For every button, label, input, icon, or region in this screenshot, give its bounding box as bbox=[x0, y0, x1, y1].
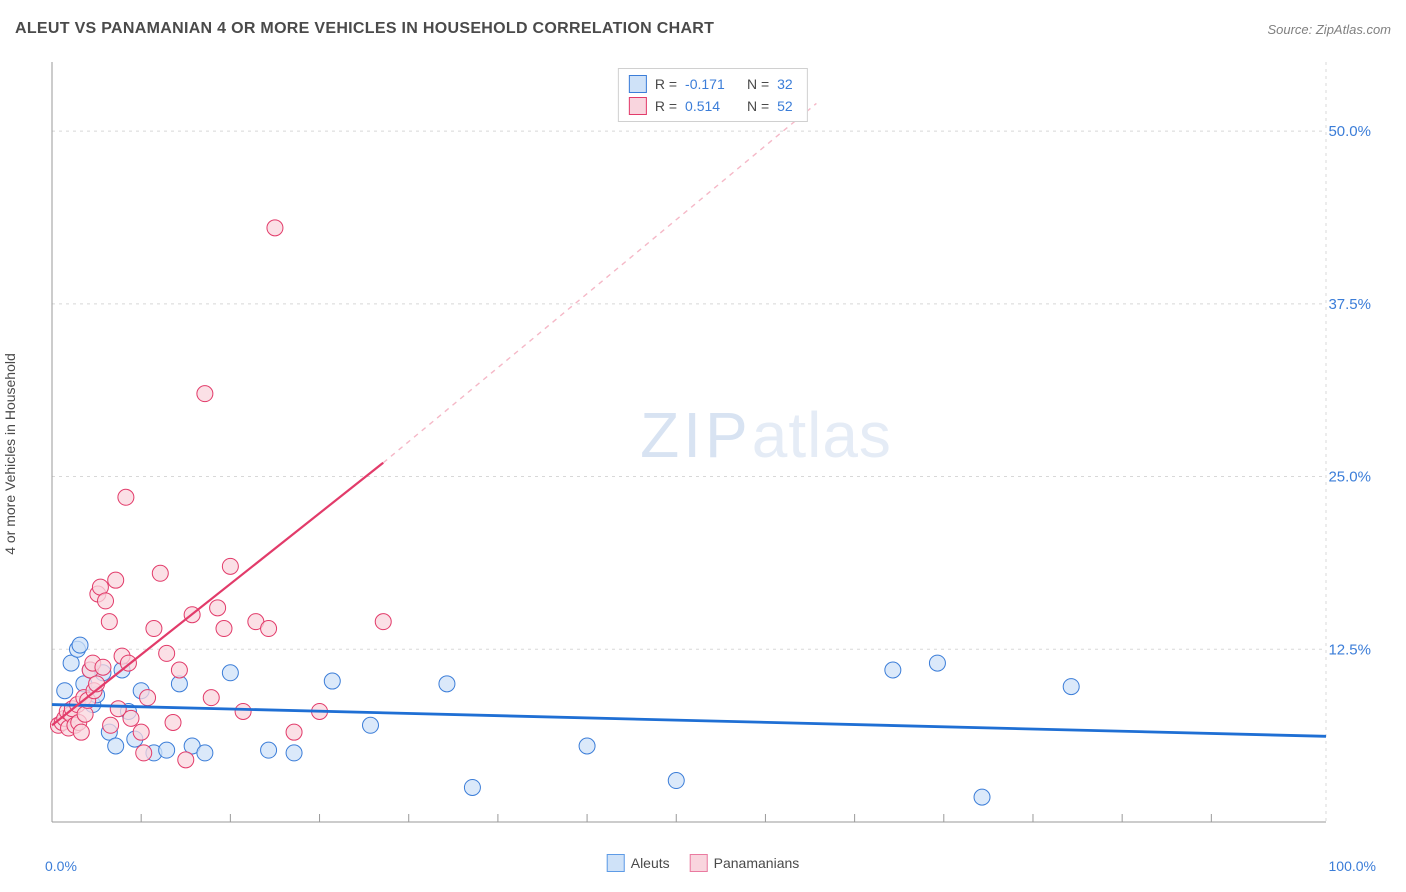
x-tick-max: 100.0% bbox=[1329, 858, 1376, 874]
n-label: N = bbox=[743, 98, 769, 114]
stats-legend: R = -0.171 N = 32 R = 0.514 N = 52 bbox=[618, 68, 808, 122]
r-label: R = bbox=[655, 76, 677, 92]
legend-item: Panamanians bbox=[690, 854, 800, 872]
legend-item: Aleuts bbox=[607, 854, 670, 872]
r-label: R = bbox=[655, 98, 677, 114]
series-legend: Aleuts Panamanians bbox=[607, 854, 800, 872]
series-swatch bbox=[629, 97, 647, 115]
chart-title: ALEUT VS PANAMANIAN 4 OR MORE VEHICLES I… bbox=[15, 20, 714, 38]
n-label: N = bbox=[743, 76, 769, 92]
stats-row: R = -0.171 N = 32 bbox=[629, 73, 797, 95]
series-swatch bbox=[629, 75, 647, 93]
legend-label: Panamanians bbox=[714, 855, 800, 871]
chart-area: ZIPatlas 12.5%25.0%37.5%50.0% R = -0.171… bbox=[50, 60, 1376, 842]
r-value: -0.171 bbox=[685, 76, 735, 92]
svg-text:50.0%: 50.0% bbox=[1328, 123, 1371, 140]
stats-row: R = 0.514 N = 52 bbox=[629, 95, 797, 117]
n-value: 32 bbox=[777, 76, 797, 92]
legend-swatch bbox=[690, 854, 708, 872]
x-tick-min: 0.0% bbox=[45, 858, 77, 874]
legend-label: Aleuts bbox=[631, 855, 670, 871]
svg-text:37.5%: 37.5% bbox=[1328, 296, 1371, 313]
svg-text:12.5%: 12.5% bbox=[1328, 641, 1371, 658]
scatter-plot: 12.5% 25.0% 37.5% 50.0% bbox=[50, 60, 1376, 842]
source-label: Source: ZipAtlas.com bbox=[1267, 22, 1391, 37]
n-value: 52 bbox=[777, 98, 797, 114]
svg-text:25.0%: 25.0% bbox=[1328, 469, 1371, 486]
y-axis-label: 4 or more Vehicles in Household bbox=[2, 353, 18, 555]
legend-swatch bbox=[607, 854, 625, 872]
r-value: 0.514 bbox=[685, 98, 735, 114]
